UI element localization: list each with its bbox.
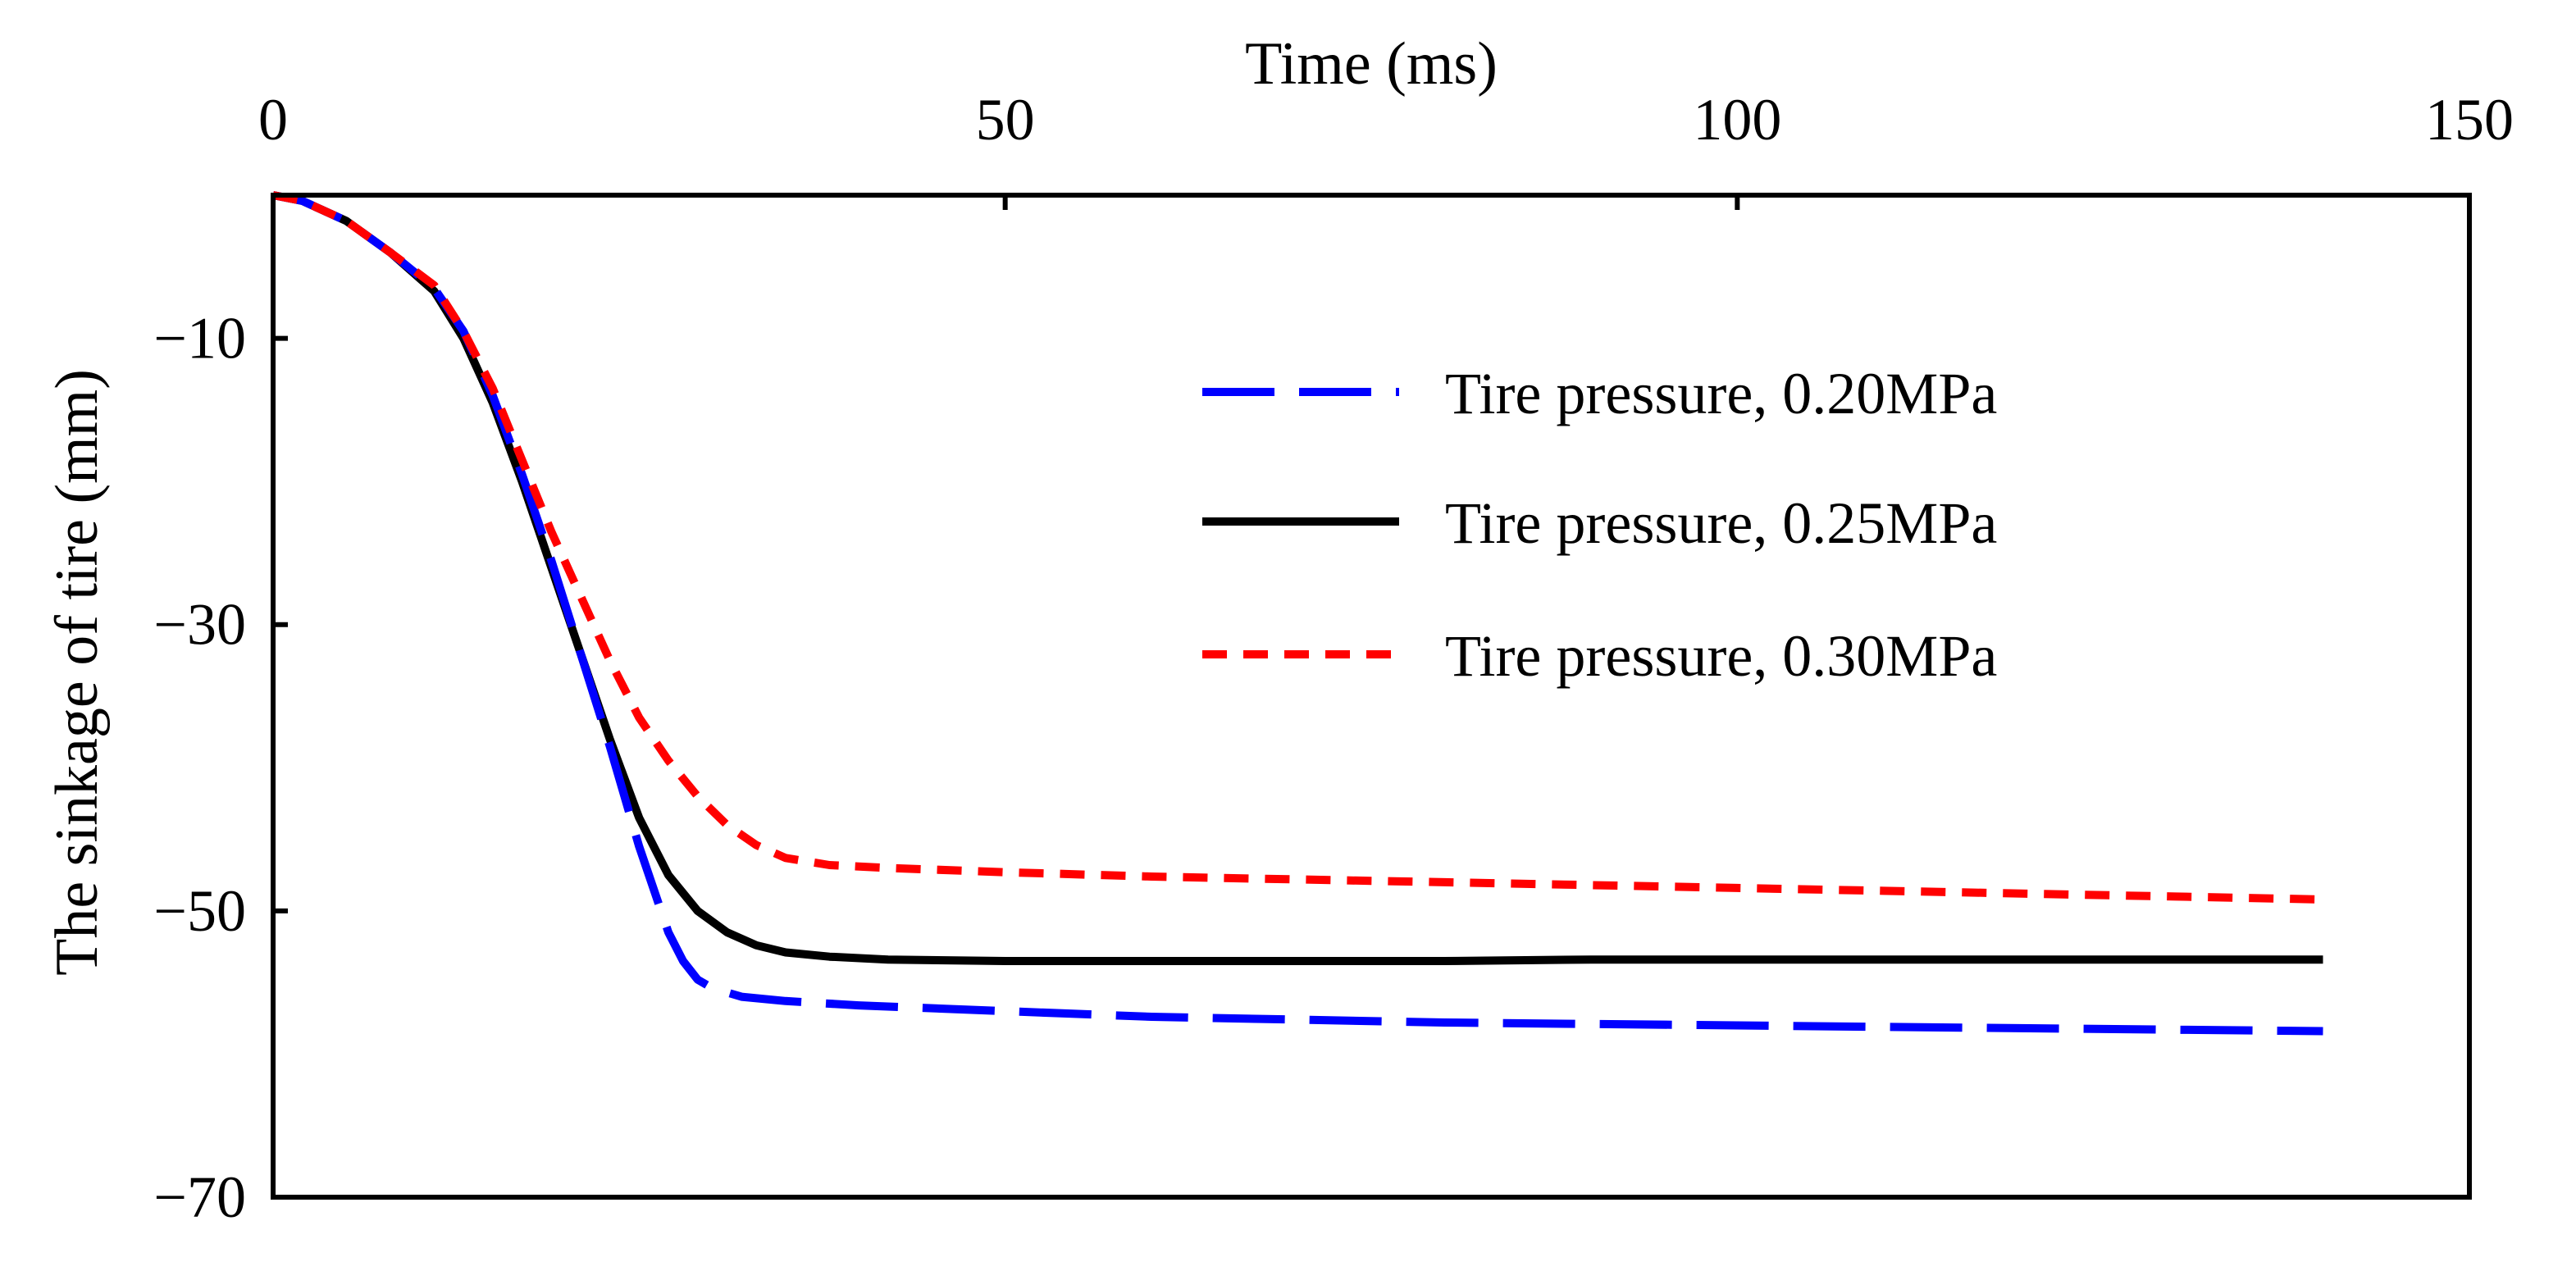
x-axis-title: Time (ms) — [1245, 30, 1498, 98]
y-axis-ticks: −10 −30 −50 −70 — [153, 306, 288, 1230]
x-tick-label: 50 — [976, 87, 1035, 153]
y-tick-label: −30 — [153, 592, 246, 658]
legend-label: Tire pressure, 0.20MPa — [1445, 361, 1997, 426]
legend-label: Tire pressure, 0.30MPa — [1445, 623, 1997, 689]
y-tick-label: −10 — [153, 306, 246, 371]
legend: Tire pressure, 0.20MPa Tire pressure, 0.2… — [1202, 361, 1997, 689]
series-layer — [272, 191, 2323, 1036]
legend-label: Tire pressure, 0.25MPa — [1445, 490, 1997, 556]
y-tick-label: −70 — [153, 1164, 246, 1230]
x-axis-ticks: 0 50 100 150 — [258, 87, 2514, 210]
series-line-tire-pressure-0-30mpa — [272, 191, 2323, 904]
x-tick-label: 100 — [1693, 87, 1781, 153]
y-axis-title: The sinkage of tire (mm) — [43, 369, 111, 976]
y-tick-label: −50 — [153, 878, 246, 944]
plot-frame — [271, 193, 2472, 1200]
x-tick-label: 150 — [2425, 87, 2514, 153]
x-tick-label: 0 — [258, 87, 288, 153]
